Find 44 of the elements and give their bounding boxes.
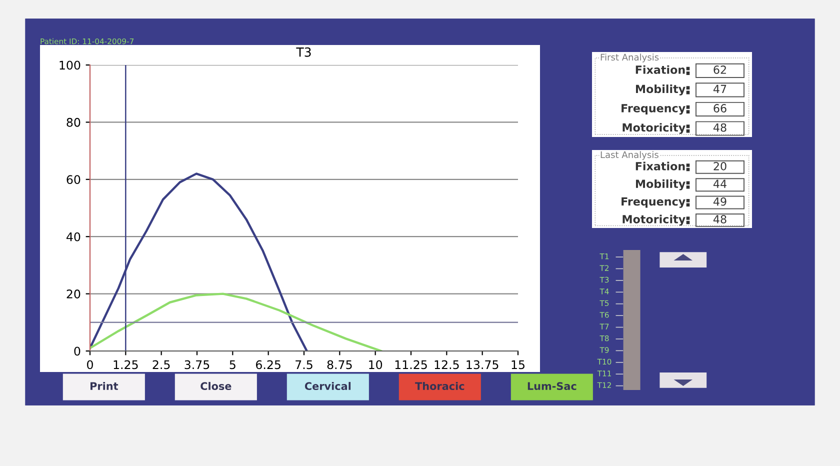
x-tick-label: 12.5 — [434, 360, 459, 370]
category-label: Frequency — [622, 104, 686, 115]
category-label: Motoricity — [622, 123, 686, 134]
category-label: Lum-Sac — [528, 382, 576, 390]
x-tick-label: 7.5 — [296, 360, 312, 370]
y-tick-label: 20 — [66, 290, 80, 298]
data-label: 49 — [713, 197, 726, 206]
x-tick-label: 5 — [230, 360, 236, 370]
x-tick-label: 8.75 — [327, 360, 352, 370]
x-tick-label: 1.25 — [114, 360, 138, 370]
category-label: Motoricity — [622, 214, 686, 226]
y-tick-label: 0 — [74, 346, 80, 356]
category-label: Fixation — [636, 65, 685, 74]
category-label: Print — [90, 382, 118, 390]
x-tick-label: 15 — [512, 360, 524, 370]
x-tick-label: 10 — [369, 360, 382, 370]
y-tick-label: 100 — [60, 60, 80, 70]
category-label: Frequency — [622, 197, 686, 208]
x-tick-label: 13.75 — [466, 360, 498, 370]
data-label: 47 — [713, 84, 726, 94]
y-tick-label: 80 — [66, 118, 80, 127]
y-tick-label: 60 — [66, 175, 80, 184]
data-label: 20 — [714, 162, 726, 170]
y-tick-label: 40 — [66, 232, 80, 242]
category-label: Mobility — [636, 84, 686, 96]
x-tick-label: 0 — [87, 360, 93, 370]
chart-title: T3 — [296, 47, 311, 57]
category-label: Mobility — [636, 179, 686, 190]
data-label: 48 — [713, 123, 726, 132]
data-label: 66 — [714, 104, 726, 112]
x-tick-label: 6.25 — [256, 360, 280, 370]
data-label: 44 — [713, 180, 726, 188]
data-label: 48 — [713, 215, 726, 224]
category-label: Fixation — [636, 162, 685, 170]
category-label: Thoracic — [415, 382, 464, 390]
text: Last Analysis — [600, 151, 658, 160]
category-label: Close — [200, 382, 232, 390]
text: First Analysis — [600, 54, 659, 62]
data-label: 62 — [714, 66, 726, 74]
x-tick-label: 11.25 — [395, 360, 427, 370]
x-tick-label: 3.75 — [184, 360, 210, 370]
x-tick-label: 2.5 — [152, 360, 170, 370]
category-label: Cervical — [304, 382, 351, 390]
line-series — [90, 292, 382, 351]
